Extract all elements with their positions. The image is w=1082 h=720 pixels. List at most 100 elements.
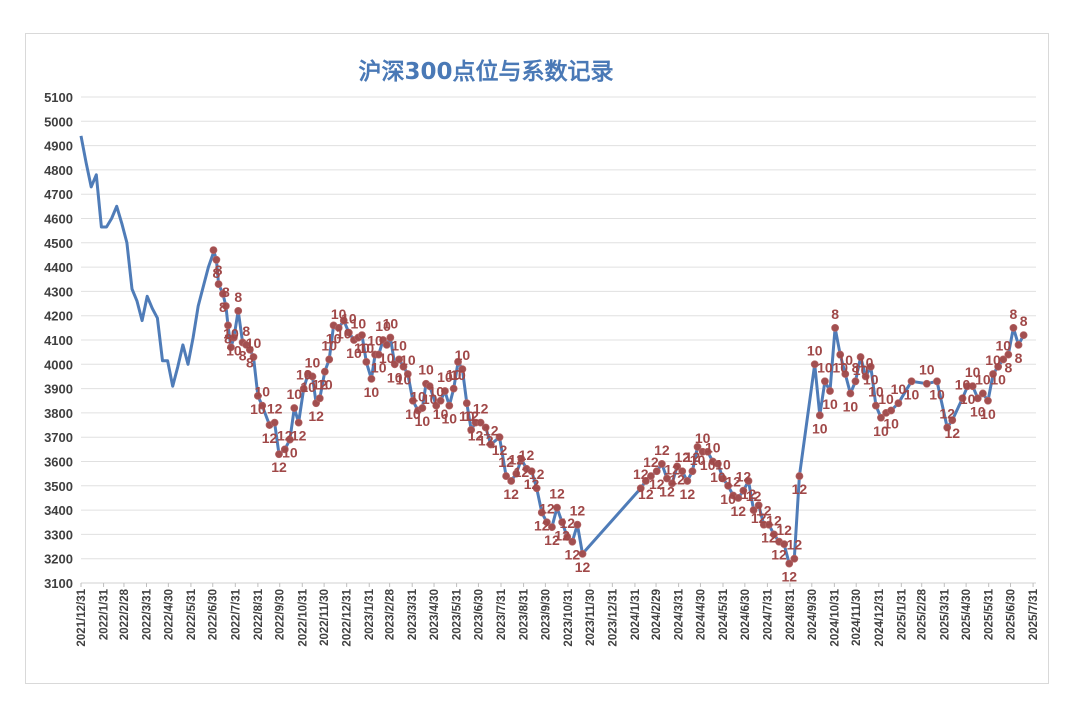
x-tick-label: 2024/3/31 xyxy=(674,588,686,640)
data-label: 12 xyxy=(771,547,787,563)
data-point xyxy=(245,345,254,354)
data-label: 12 xyxy=(731,503,747,519)
data-label: 10 xyxy=(300,379,316,395)
x-tick-label: 2022/5/31 xyxy=(186,588,198,640)
data-label: 10 xyxy=(970,403,986,419)
y-tick-label: 3200 xyxy=(44,552,73,567)
x-tick-label: 2024/8/31 xyxy=(785,588,797,640)
y-tick-label: 4900 xyxy=(44,139,73,154)
data-label: 12 xyxy=(503,486,519,502)
data-label: 10 xyxy=(955,376,971,392)
data-point xyxy=(815,411,824,420)
data-label: 10 xyxy=(331,306,347,322)
data-point xyxy=(454,357,462,366)
data-labels: 8888810108888101010121212121010121010101… xyxy=(212,262,1027,584)
x-tick-label: 2023/10/31 xyxy=(563,588,575,646)
data-point xyxy=(320,367,329,376)
data-point xyxy=(467,426,476,434)
data-label: 10 xyxy=(715,457,731,473)
data-label: 10 xyxy=(919,362,935,378)
data-label: 12 xyxy=(787,537,803,553)
data-label: 10 xyxy=(354,340,370,356)
data-label: 10 xyxy=(980,406,996,422)
x-tick-label: 2022/7/31 xyxy=(230,588,242,640)
data-label: 12 xyxy=(463,408,479,424)
data-point xyxy=(517,455,526,463)
x-tick-label: 2024/6/30 xyxy=(740,589,752,640)
x-tick-label: 2024/2/29 xyxy=(651,589,663,640)
data-label: 10 xyxy=(705,440,721,456)
data-label: 10 xyxy=(367,333,383,349)
data-label: 12 xyxy=(659,484,675,500)
x-axis-ticks: 2021/12/31 2022/1/31 2022/2/28 2022/3/31 202… xyxy=(76,582,1040,647)
data-point xyxy=(989,370,997,378)
data-label: 10 xyxy=(965,364,981,380)
data-label: 8 xyxy=(246,355,254,371)
data-label: 10 xyxy=(822,396,838,412)
data-markers xyxy=(209,246,1028,568)
data-label: 10 xyxy=(359,340,375,356)
y-tick-label: 4200 xyxy=(44,309,73,324)
data-point xyxy=(339,316,348,325)
data-label: 10 xyxy=(351,316,367,332)
data-point xyxy=(894,399,903,408)
y-tick-label: 4400 xyxy=(44,260,73,275)
y-tick-label: 3500 xyxy=(44,479,73,494)
x-tick-label: 2023/11/30 xyxy=(585,589,597,646)
data-label: 10 xyxy=(710,469,726,485)
data-point xyxy=(724,481,732,490)
x-tick-label: 2022/9/30 xyxy=(275,589,287,640)
data-point xyxy=(978,389,987,398)
data-point xyxy=(652,467,661,476)
data-label: 12 xyxy=(271,459,287,475)
data-label: 10 xyxy=(929,386,945,402)
x-tick-label: 2023/9/30 xyxy=(540,589,552,640)
data-point xyxy=(795,472,804,480)
data-point xyxy=(458,365,467,374)
data-point xyxy=(209,246,218,254)
x-tick-label: 2025/6/30 xyxy=(1006,589,1018,640)
x-tick-label: 2023/7/31 xyxy=(496,588,508,640)
data-label: 12 xyxy=(508,452,524,468)
data-label: 12 xyxy=(664,461,680,477)
data-point xyxy=(719,474,727,483)
data-label: 12 xyxy=(478,432,494,448)
data-label: 10 xyxy=(305,354,321,370)
data-label: 12 xyxy=(539,500,555,516)
data-point xyxy=(563,532,572,541)
x-tick-label: 2024/10/31 xyxy=(829,588,841,646)
x-tick-label: 2022/11/30 xyxy=(319,589,331,646)
data-point xyxy=(481,423,490,432)
data-label: 12 xyxy=(544,532,560,548)
data-label: 10 xyxy=(878,391,894,407)
data-label: 10 xyxy=(282,445,298,461)
data-label: 12 xyxy=(519,447,535,463)
data-point xyxy=(668,479,676,488)
y-tick-label: 3800 xyxy=(44,406,73,421)
data-label: 12 xyxy=(756,503,772,519)
chart-svg: 沪深300点位与系数记录 3100 3200 3300 3400 3500 3600 370… xyxy=(44,58,1040,647)
data-point xyxy=(507,477,516,485)
data-label: 12 xyxy=(939,405,955,421)
data-label: 12 xyxy=(534,518,550,534)
data-point xyxy=(871,401,880,410)
data-point xyxy=(390,360,399,369)
data-label: 10 xyxy=(868,384,884,400)
data-label: 10 xyxy=(387,369,403,385)
x-tick-label: 2023/4/30 xyxy=(429,589,441,640)
data-label: 10 xyxy=(817,359,833,375)
data-label: 10 xyxy=(226,343,242,359)
data-label: 12 xyxy=(669,471,685,487)
data-point xyxy=(1014,340,1023,349)
data-point xyxy=(299,384,308,393)
data-point xyxy=(764,520,773,529)
data-point xyxy=(476,418,485,427)
data-label: 10 xyxy=(400,352,416,368)
data-label: 10 xyxy=(858,354,874,370)
data-point xyxy=(973,394,982,403)
data-point xyxy=(553,503,561,512)
data-label: 10 xyxy=(990,372,1006,388)
data-point xyxy=(866,362,875,371)
data-label: 12 xyxy=(473,401,489,417)
x-tick-label: 2022/3/31 xyxy=(142,588,154,640)
